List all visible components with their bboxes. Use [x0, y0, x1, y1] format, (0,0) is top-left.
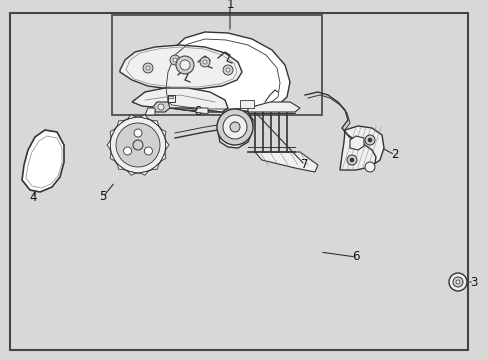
- Circle shape: [364, 135, 374, 145]
- Circle shape: [146, 66, 150, 70]
- Polygon shape: [110, 129, 115, 137]
- Polygon shape: [117, 121, 124, 126]
- Circle shape: [142, 63, 153, 73]
- Circle shape: [170, 55, 180, 65]
- Polygon shape: [339, 126, 383, 170]
- Text: 3: 3: [469, 275, 477, 288]
- Circle shape: [229, 122, 240, 132]
- Polygon shape: [127, 115, 136, 119]
- Circle shape: [180, 60, 190, 70]
- Text: 4: 4: [29, 192, 37, 204]
- Bar: [168, 95, 175, 102]
- Circle shape: [217, 109, 252, 145]
- Polygon shape: [161, 129, 165, 137]
- Polygon shape: [117, 164, 124, 169]
- Circle shape: [346, 155, 356, 165]
- Circle shape: [448, 273, 466, 291]
- Circle shape: [134, 129, 142, 137]
- Circle shape: [223, 65, 232, 75]
- Polygon shape: [145, 108, 155, 115]
- Circle shape: [455, 280, 459, 284]
- Circle shape: [133, 140, 142, 150]
- Circle shape: [158, 104, 163, 110]
- Polygon shape: [247, 102, 299, 112]
- Polygon shape: [160, 32, 289, 112]
- Circle shape: [123, 147, 131, 155]
- Circle shape: [223, 115, 246, 139]
- Circle shape: [173, 58, 177, 62]
- Polygon shape: [195, 108, 207, 114]
- Text: 8: 8: [194, 105, 201, 118]
- Circle shape: [200, 57, 209, 67]
- Polygon shape: [120, 45, 242, 89]
- Text: 2: 2: [390, 148, 398, 162]
- Polygon shape: [110, 153, 115, 161]
- Circle shape: [110, 117, 165, 173]
- Circle shape: [452, 277, 462, 287]
- Polygon shape: [152, 102, 170, 112]
- Circle shape: [203, 60, 206, 64]
- Bar: [240, 100, 253, 108]
- Polygon shape: [349, 136, 363, 150]
- Polygon shape: [165, 141, 169, 149]
- Polygon shape: [151, 164, 158, 169]
- Polygon shape: [107, 141, 110, 149]
- Text: 6: 6: [351, 251, 359, 264]
- Circle shape: [225, 68, 229, 72]
- Polygon shape: [254, 152, 317, 172]
- Polygon shape: [218, 110, 252, 148]
- Circle shape: [364, 162, 374, 172]
- Polygon shape: [161, 153, 165, 161]
- Polygon shape: [140, 115, 148, 119]
- Circle shape: [144, 147, 152, 155]
- Text: 5: 5: [99, 190, 106, 203]
- Circle shape: [349, 158, 353, 162]
- Text: 7: 7: [301, 158, 308, 171]
- Polygon shape: [151, 121, 158, 126]
- Circle shape: [367, 138, 371, 142]
- Polygon shape: [127, 171, 136, 175]
- Circle shape: [116, 123, 160, 167]
- Circle shape: [176, 56, 194, 74]
- Polygon shape: [132, 88, 227, 112]
- Text: 1: 1: [226, 0, 233, 12]
- Bar: [112, 15, 321, 115]
- Polygon shape: [140, 171, 148, 175]
- Polygon shape: [22, 130, 64, 192]
